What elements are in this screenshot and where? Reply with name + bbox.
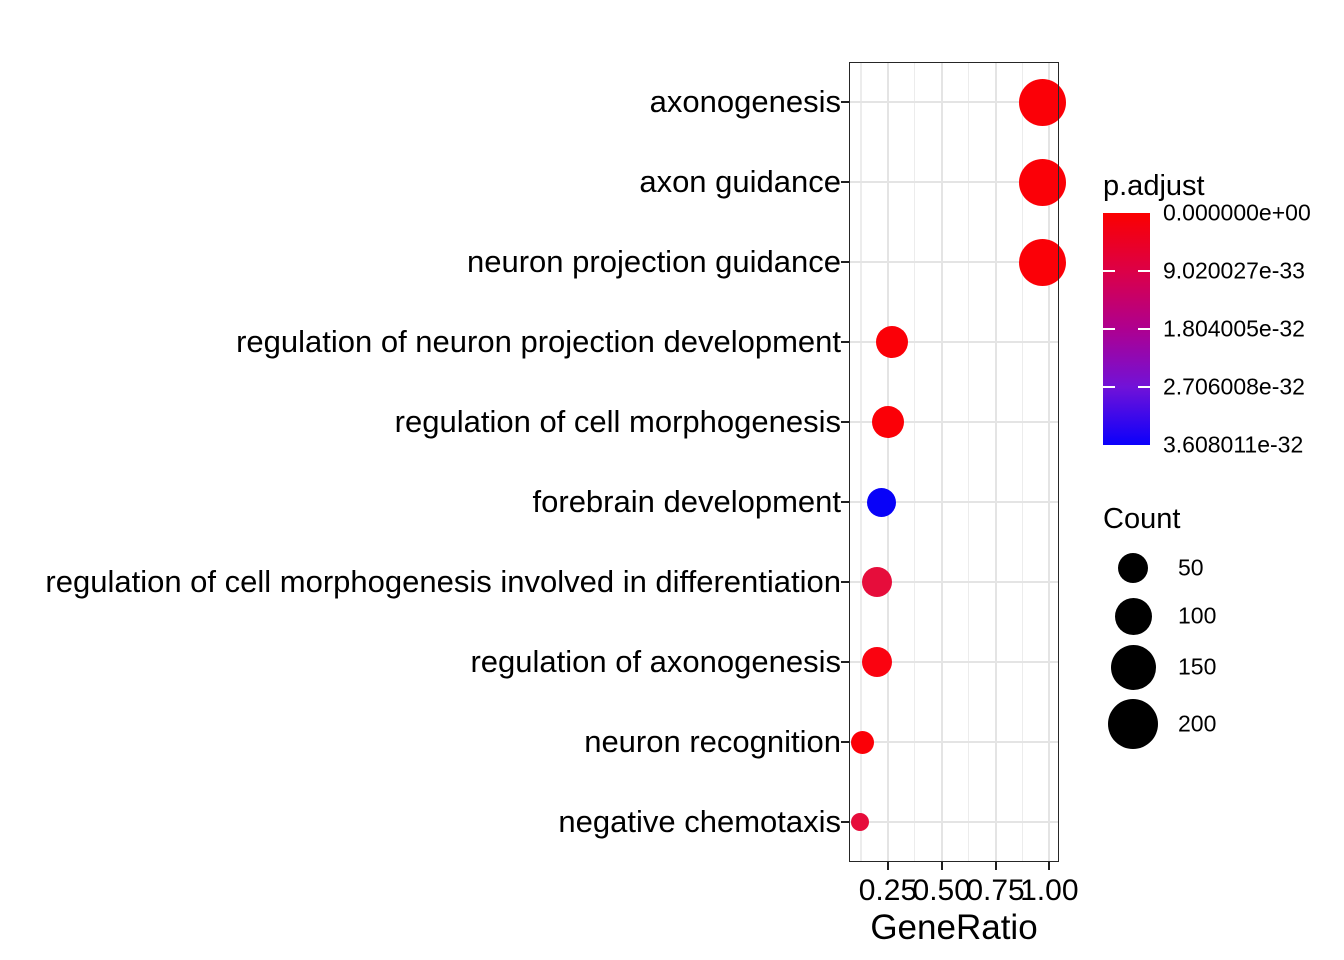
colorbar-tick-left bbox=[1103, 269, 1115, 273]
y-axis-tick bbox=[841, 581, 849, 583]
colorbar-tick-label: 3.608011e-32 bbox=[1163, 431, 1304, 458]
y-axis-label: axon guidance bbox=[639, 164, 841, 199]
y-major-gridline bbox=[849, 821, 1059, 823]
padjust-legend-title: p.adjust bbox=[1103, 170, 1205, 202]
count-legend-label: 150 bbox=[1178, 653, 1217, 680]
count-legend-circle bbox=[1118, 553, 1148, 583]
colorbar-tick-right bbox=[1138, 269, 1150, 273]
y-axis-tick bbox=[841, 101, 849, 103]
data-point bbox=[862, 567, 893, 597]
y-axis-tick bbox=[841, 341, 849, 343]
data-point bbox=[850, 730, 874, 754]
colorbar-tick-label: 2.706008e-32 bbox=[1163, 373, 1305, 400]
y-axis-label: neuron projection guidance bbox=[467, 244, 841, 279]
colorbar-tick-label: 9.020027e-33 bbox=[1163, 257, 1305, 284]
y-major-gridline bbox=[849, 101, 1059, 103]
y-major-gridline bbox=[849, 661, 1059, 663]
colorbar-tick-label: 1.804005e-32 bbox=[1163, 315, 1305, 342]
x-major-gridline bbox=[1048, 62, 1051, 862]
data-point bbox=[876, 326, 909, 358]
x-minor-gridline bbox=[968, 62, 970, 862]
y-major-gridline bbox=[849, 581, 1059, 583]
colorbar-tick-right bbox=[1138, 385, 1150, 389]
x-axis-tick-label: 0.25 bbox=[858, 874, 918, 907]
data-point bbox=[871, 406, 904, 438]
y-major-gridline bbox=[849, 501, 1059, 503]
data-point bbox=[850, 813, 869, 831]
count-legend-title: Count bbox=[1103, 503, 1181, 535]
count-legend-label: 200 bbox=[1178, 710, 1217, 737]
y-axis-tick bbox=[841, 741, 849, 743]
count-legend-label: 50 bbox=[1178, 554, 1204, 581]
x-major-gridline bbox=[994, 62, 997, 862]
y-axis-label: regulation of neuron projection developm… bbox=[236, 324, 841, 359]
y-major-gridline bbox=[849, 261, 1059, 263]
colorbar-tick-label: 0.000000e+00 bbox=[1163, 199, 1311, 226]
colorbar-tick-right bbox=[1138, 327, 1150, 331]
y-axis-tick bbox=[841, 821, 849, 823]
y-axis-label: forebrain development bbox=[532, 484, 841, 519]
y-major-gridline bbox=[849, 741, 1059, 743]
y-axis-tick bbox=[841, 421, 849, 423]
count-legend-circle bbox=[1114, 597, 1152, 635]
y-axis-tick bbox=[841, 261, 849, 263]
x-minor-gridline bbox=[860, 62, 862, 862]
y-major-gridline bbox=[849, 341, 1059, 343]
x-axis-tick bbox=[994, 862, 997, 870]
y-axis-label: regulation of axonogenesis bbox=[470, 644, 841, 679]
colorbar-tick-left bbox=[1103, 327, 1115, 331]
x-minor-gridline bbox=[1021, 62, 1023, 862]
count-legend-circle bbox=[1110, 644, 1156, 690]
y-axis-label: neuron recognition bbox=[584, 724, 841, 759]
data-point bbox=[862, 647, 893, 677]
x-axis-tick bbox=[940, 862, 943, 870]
x-axis-tick-label: 1.00 bbox=[1020, 874, 1079, 907]
y-major-gridline bbox=[849, 421, 1059, 423]
count-legend-label: 100 bbox=[1178, 602, 1217, 629]
y-axis-tick bbox=[841, 501, 849, 503]
data-point bbox=[1019, 238, 1067, 286]
x-axis-tick-label: 0.75 bbox=[966, 874, 1025, 907]
x-major-gridline bbox=[940, 62, 943, 862]
x-axis-tick-label: 0.50 bbox=[912, 874, 971, 907]
y-axis-tick bbox=[841, 661, 849, 663]
y-axis-label: regulation of cell morphogenesis involve… bbox=[45, 564, 841, 599]
y-major-gridline bbox=[849, 181, 1059, 183]
y-axis-label: regulation of cell morphogenesis bbox=[394, 404, 841, 439]
data-point bbox=[1019, 78, 1067, 126]
y-axis-label: negative chemotaxis bbox=[558, 804, 841, 839]
x-axis-tick bbox=[1048, 862, 1051, 870]
x-axis-tick bbox=[886, 862, 889, 870]
x-axis-title: GeneRatio bbox=[870, 908, 1038, 947]
data-point bbox=[1019, 158, 1067, 206]
x-minor-gridline bbox=[914, 62, 916, 862]
y-axis-label: axonogenesis bbox=[649, 84, 841, 119]
y-axis-tick bbox=[841, 181, 849, 183]
count-legend-circle bbox=[1108, 699, 1158, 749]
data-point bbox=[866, 487, 896, 517]
x-major-gridline bbox=[886, 62, 889, 862]
colorbar-tick-left bbox=[1103, 385, 1115, 389]
